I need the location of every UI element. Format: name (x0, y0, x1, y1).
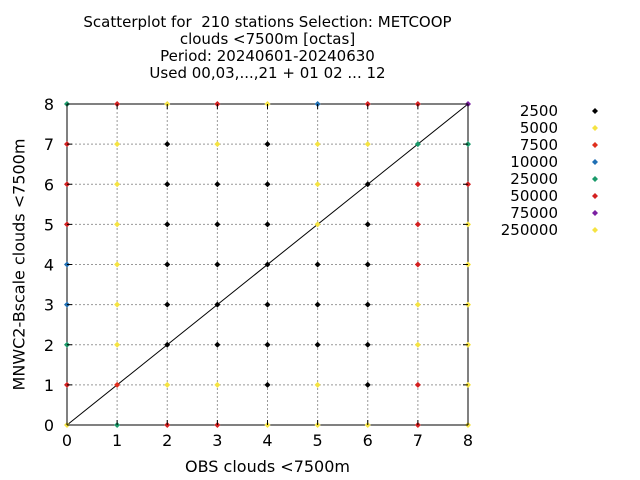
data-point (164, 221, 171, 228)
x-tick-label: 6 (363, 431, 373, 450)
data-point (364, 221, 371, 228)
legend-label: 25000 (510, 170, 558, 188)
legend-label: 250000 (501, 221, 558, 239)
y-tick-label: 1 (44, 376, 54, 395)
data-point (364, 381, 371, 388)
data-point (164, 381, 171, 388)
data-point (314, 381, 321, 388)
data-point (214, 141, 221, 148)
data-point (364, 341, 371, 348)
legend-marker (592, 193, 598, 199)
legend-marker (592, 142, 598, 148)
title-line-1: Scatterplot for 210 stations Selection: … (83, 13, 452, 31)
data-point (364, 261, 371, 268)
legend-marker (592, 176, 598, 182)
data-point (214, 261, 221, 268)
legend-marker (592, 210, 598, 216)
legend-marker (592, 125, 598, 131)
data-point (114, 381, 121, 388)
y-tick-label: 6 (44, 175, 54, 194)
data-point (414, 181, 421, 188)
data-point (314, 141, 321, 148)
legend-label: 5000 (520, 119, 558, 137)
x-tick-label: 2 (162, 431, 172, 450)
data-point (214, 221, 221, 228)
data-point (264, 221, 271, 228)
data-points (64, 101, 471, 428)
data-point (264, 341, 271, 348)
legend-label: 7500 (520, 136, 558, 154)
y-tick-label: 7 (44, 135, 54, 154)
data-point (264, 301, 271, 308)
data-point (264, 141, 271, 148)
data-point (314, 181, 321, 188)
y-tick-label: 2 (44, 336, 54, 355)
data-point (314, 341, 321, 348)
data-point (214, 301, 221, 308)
data-point (414, 221, 421, 228)
chart-title: Scatterplot for 210 stations Selection: … (0, 14, 535, 82)
data-point (414, 261, 421, 268)
data-point (314, 221, 321, 228)
data-point (314, 301, 321, 308)
data-point (414, 381, 421, 388)
y-tick-label: 4 (44, 256, 54, 275)
title-line-3: Period: 20240601-20240630 (160, 47, 375, 65)
data-point (364, 301, 371, 308)
legend-label: 10000 (510, 153, 558, 171)
data-point (164, 181, 171, 188)
data-point (164, 341, 171, 348)
data-point (364, 141, 371, 148)
x-axis-ticks: 0 1 2 3 4 5 6 7 8 (62, 104, 473, 450)
data-point (414, 141, 421, 148)
data-point (414, 341, 421, 348)
x-tick-label: 4 (262, 431, 272, 450)
y-tick-label: 8 (44, 95, 54, 114)
data-point (214, 181, 221, 188)
x-tick-label: 8 (463, 431, 473, 450)
x-tick-label: 1 (112, 431, 122, 450)
x-tick-label: 7 (413, 431, 423, 450)
data-point (264, 261, 271, 268)
data-point (114, 301, 121, 308)
data-point (164, 141, 171, 148)
legend-marker (592, 227, 598, 233)
data-point (214, 341, 221, 348)
x-tick-label: 0 (62, 431, 72, 450)
data-point (414, 301, 421, 308)
data-point (114, 141, 121, 148)
data-point (114, 221, 121, 228)
x-tick-label: 3 (212, 431, 222, 450)
data-point (164, 301, 171, 308)
data-point (114, 181, 121, 188)
legend-label: 75000 (510, 204, 558, 222)
x-tick-label: 5 (313, 431, 323, 450)
data-point (164, 261, 171, 268)
legend-marker (592, 159, 598, 165)
legend-marker (592, 108, 598, 114)
y-tick-label: 0 (44, 416, 54, 435)
title-line-4: Used 00,03,...,21 + 01 02 ... 12 (149, 64, 386, 82)
legend-label: 2500 (520, 102, 558, 120)
data-point (214, 381, 221, 388)
y-tick-label: 3 (44, 296, 54, 315)
x-axis-label: OBS clouds <7500m (185, 457, 350, 476)
data-point (314, 261, 321, 268)
title-line-2: clouds <7500m [octas] (179, 30, 356, 48)
data-point (114, 341, 121, 348)
data-point (264, 181, 271, 188)
legend-label: 50000 (510, 187, 558, 205)
y-axis-ticks: 0 1 2 3 4 5 6 7 8 (44, 95, 468, 435)
y-tick-label: 5 (44, 215, 54, 234)
data-point (114, 261, 121, 268)
y-axis-label: MNWC2-Bscale clouds <7500m (10, 139, 29, 391)
data-point (264, 381, 271, 388)
data-point (364, 181, 371, 188)
